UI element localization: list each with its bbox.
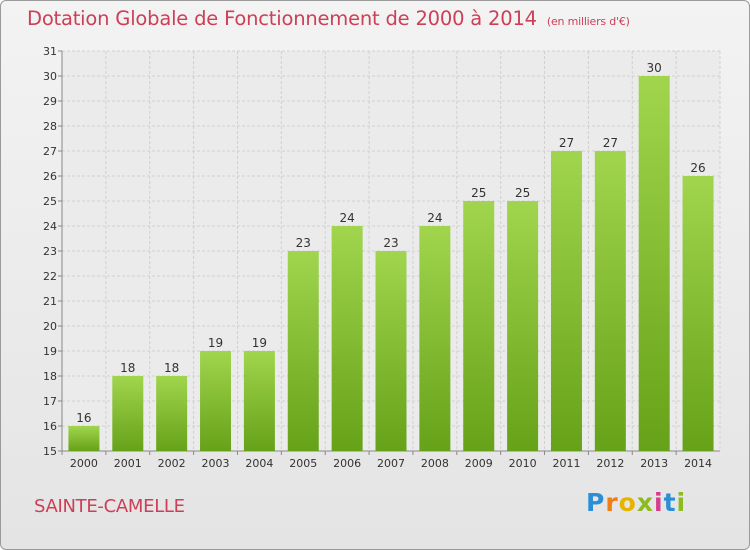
- bar: [463, 201, 495, 451]
- bar: [200, 351, 232, 451]
- y-tick-label: 26: [43, 170, 57, 183]
- y-tick-label: 19: [43, 345, 57, 358]
- y-tick-label: 23: [43, 245, 57, 258]
- labels: 15 16 17 18 19 20 21 22 23 24 25 26 27 28 29 30 31 16 2000…: [43, 45, 712, 470]
- y-tick-label: 27: [43, 145, 57, 158]
- commune-name: SAINTE-CAMELLE: [34, 496, 185, 517]
- x-tick-label: 2001: [114, 457, 142, 470]
- bar: [243, 351, 275, 451]
- x-tick-label: 2013: [640, 457, 668, 470]
- bar-value-label: 23: [296, 236, 311, 250]
- y-tick-label: 29: [43, 95, 57, 108]
- bar: [507, 201, 539, 451]
- x-tick-label: 2012: [596, 457, 624, 470]
- y-tick-label: 25: [43, 195, 57, 208]
- y-tick-label: 17: [43, 395, 57, 408]
- chart-title: Dotation Globale de Fonctionnement de 20…: [27, 7, 630, 30]
- bar-value-label: 27: [603, 136, 618, 150]
- bar: [331, 226, 363, 451]
- bar-value-label: 27: [559, 136, 574, 150]
- bar: [638, 76, 670, 451]
- logo-letter: P: [586, 488, 606, 517]
- logo-letter: i: [676, 488, 687, 517]
- logo-letter: x: [636, 488, 654, 517]
- bar-value-label: 19: [208, 336, 223, 350]
- x-tick-label: 2005: [289, 457, 317, 470]
- logo-letter: i: [654, 488, 664, 517]
- x-tick-label: 2004: [245, 457, 273, 470]
- x-tick-label: 2011: [552, 457, 580, 470]
- bars: [68, 76, 714, 451]
- y-tick-label: 22: [43, 270, 57, 283]
- x-tick-label: 2006: [333, 457, 361, 470]
- bar: [68, 426, 100, 451]
- bar-value-label: 16: [76, 411, 91, 425]
- y-tick-label: 30: [43, 70, 57, 83]
- bar: [375, 251, 407, 451]
- logo-letter: t: [663, 488, 677, 517]
- y-tick-label: 31: [43, 45, 57, 58]
- y-tick-label: 16: [43, 420, 57, 433]
- x-tick-label: 2008: [421, 457, 449, 470]
- proxiti-logo: Proxiti: [586, 488, 686, 517]
- bar-value-label: 30: [647, 61, 662, 75]
- bar: [550, 151, 582, 451]
- bar-chart: 15 16 17 18 19 20 21 22 23 24 25 26 27 28 29 30 31 16 2000…: [43, 45, 721, 470]
- y-tick-label: 15: [43, 445, 57, 458]
- bar-value-label: 19: [252, 336, 267, 350]
- y-tick-label: 21: [43, 295, 57, 308]
- bar: [594, 151, 626, 451]
- x-tick-label: 2009: [465, 457, 493, 470]
- y-tick-label: 18: [43, 370, 57, 383]
- bar: [287, 251, 319, 451]
- bar: [682, 176, 714, 451]
- bar-value-label: 26: [690, 161, 705, 175]
- bar: [419, 226, 451, 451]
- x-tick-label: 2003: [202, 457, 230, 470]
- x-tick-label: 2010: [509, 457, 537, 470]
- x-tick-label: 2014: [684, 457, 712, 470]
- x-tick-label: 2000: [70, 457, 98, 470]
- y-tick-label: 20: [43, 320, 57, 333]
- bar: [112, 376, 144, 451]
- bar: [156, 376, 188, 451]
- x-tick-label: 2002: [158, 457, 186, 470]
- y-tick-label: 24: [43, 220, 57, 233]
- bar-value-label: 18: [120, 361, 135, 375]
- bar-value-label: 25: [471, 186, 486, 200]
- logo-letter: o: [618, 488, 637, 517]
- bar-value-label: 23: [383, 236, 398, 250]
- logo-letter: r: [605, 488, 619, 517]
- bar-value-label: 18: [164, 361, 179, 375]
- x-tick-label: 2007: [377, 457, 405, 470]
- bar-value-label: 24: [339, 211, 354, 225]
- bar-value-label: 25: [515, 186, 530, 200]
- chart-title-text: Dotation Globale de Fonctionnement de 20…: [27, 7, 537, 30]
- y-tick-label: 28: [43, 120, 57, 133]
- chart-subtitle: (en milliers d'€): [546, 15, 630, 28]
- bar-value-label: 24: [427, 211, 442, 225]
